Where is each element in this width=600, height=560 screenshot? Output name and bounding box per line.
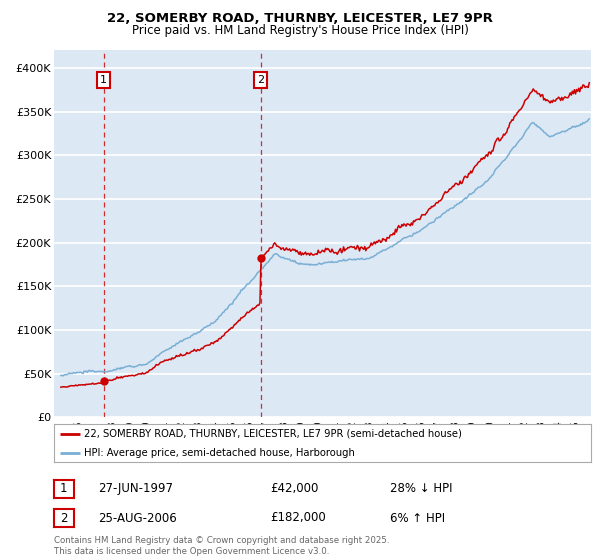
Text: £182,000: £182,000 [270, 511, 326, 525]
Text: £42,000: £42,000 [270, 482, 319, 496]
Text: 28% ↓ HPI: 28% ↓ HPI [390, 482, 452, 496]
Text: 2: 2 [257, 75, 264, 85]
Text: 1: 1 [60, 482, 68, 496]
Text: 27-JUN-1997: 27-JUN-1997 [98, 482, 173, 496]
Text: 22, SOMERBY ROAD, THURNBY, LEICESTER, LE7 9PR (semi-detached house): 22, SOMERBY ROAD, THURNBY, LEICESTER, LE… [83, 429, 461, 439]
Text: 2: 2 [60, 511, 68, 525]
Text: 22, SOMERBY ROAD, THURNBY, LEICESTER, LE7 9PR: 22, SOMERBY ROAD, THURNBY, LEICESTER, LE… [107, 12, 493, 25]
Text: Contains HM Land Registry data © Crown copyright and database right 2025.
This d: Contains HM Land Registry data © Crown c… [54, 536, 389, 556]
Text: 6% ↑ HPI: 6% ↑ HPI [390, 511, 445, 525]
Text: HPI: Average price, semi-detached house, Harborough: HPI: Average price, semi-detached house,… [83, 448, 355, 458]
Text: 25-AUG-2006: 25-AUG-2006 [98, 511, 176, 525]
Text: Price paid vs. HM Land Registry's House Price Index (HPI): Price paid vs. HM Land Registry's House … [131, 24, 469, 36]
Text: 1: 1 [100, 75, 107, 85]
